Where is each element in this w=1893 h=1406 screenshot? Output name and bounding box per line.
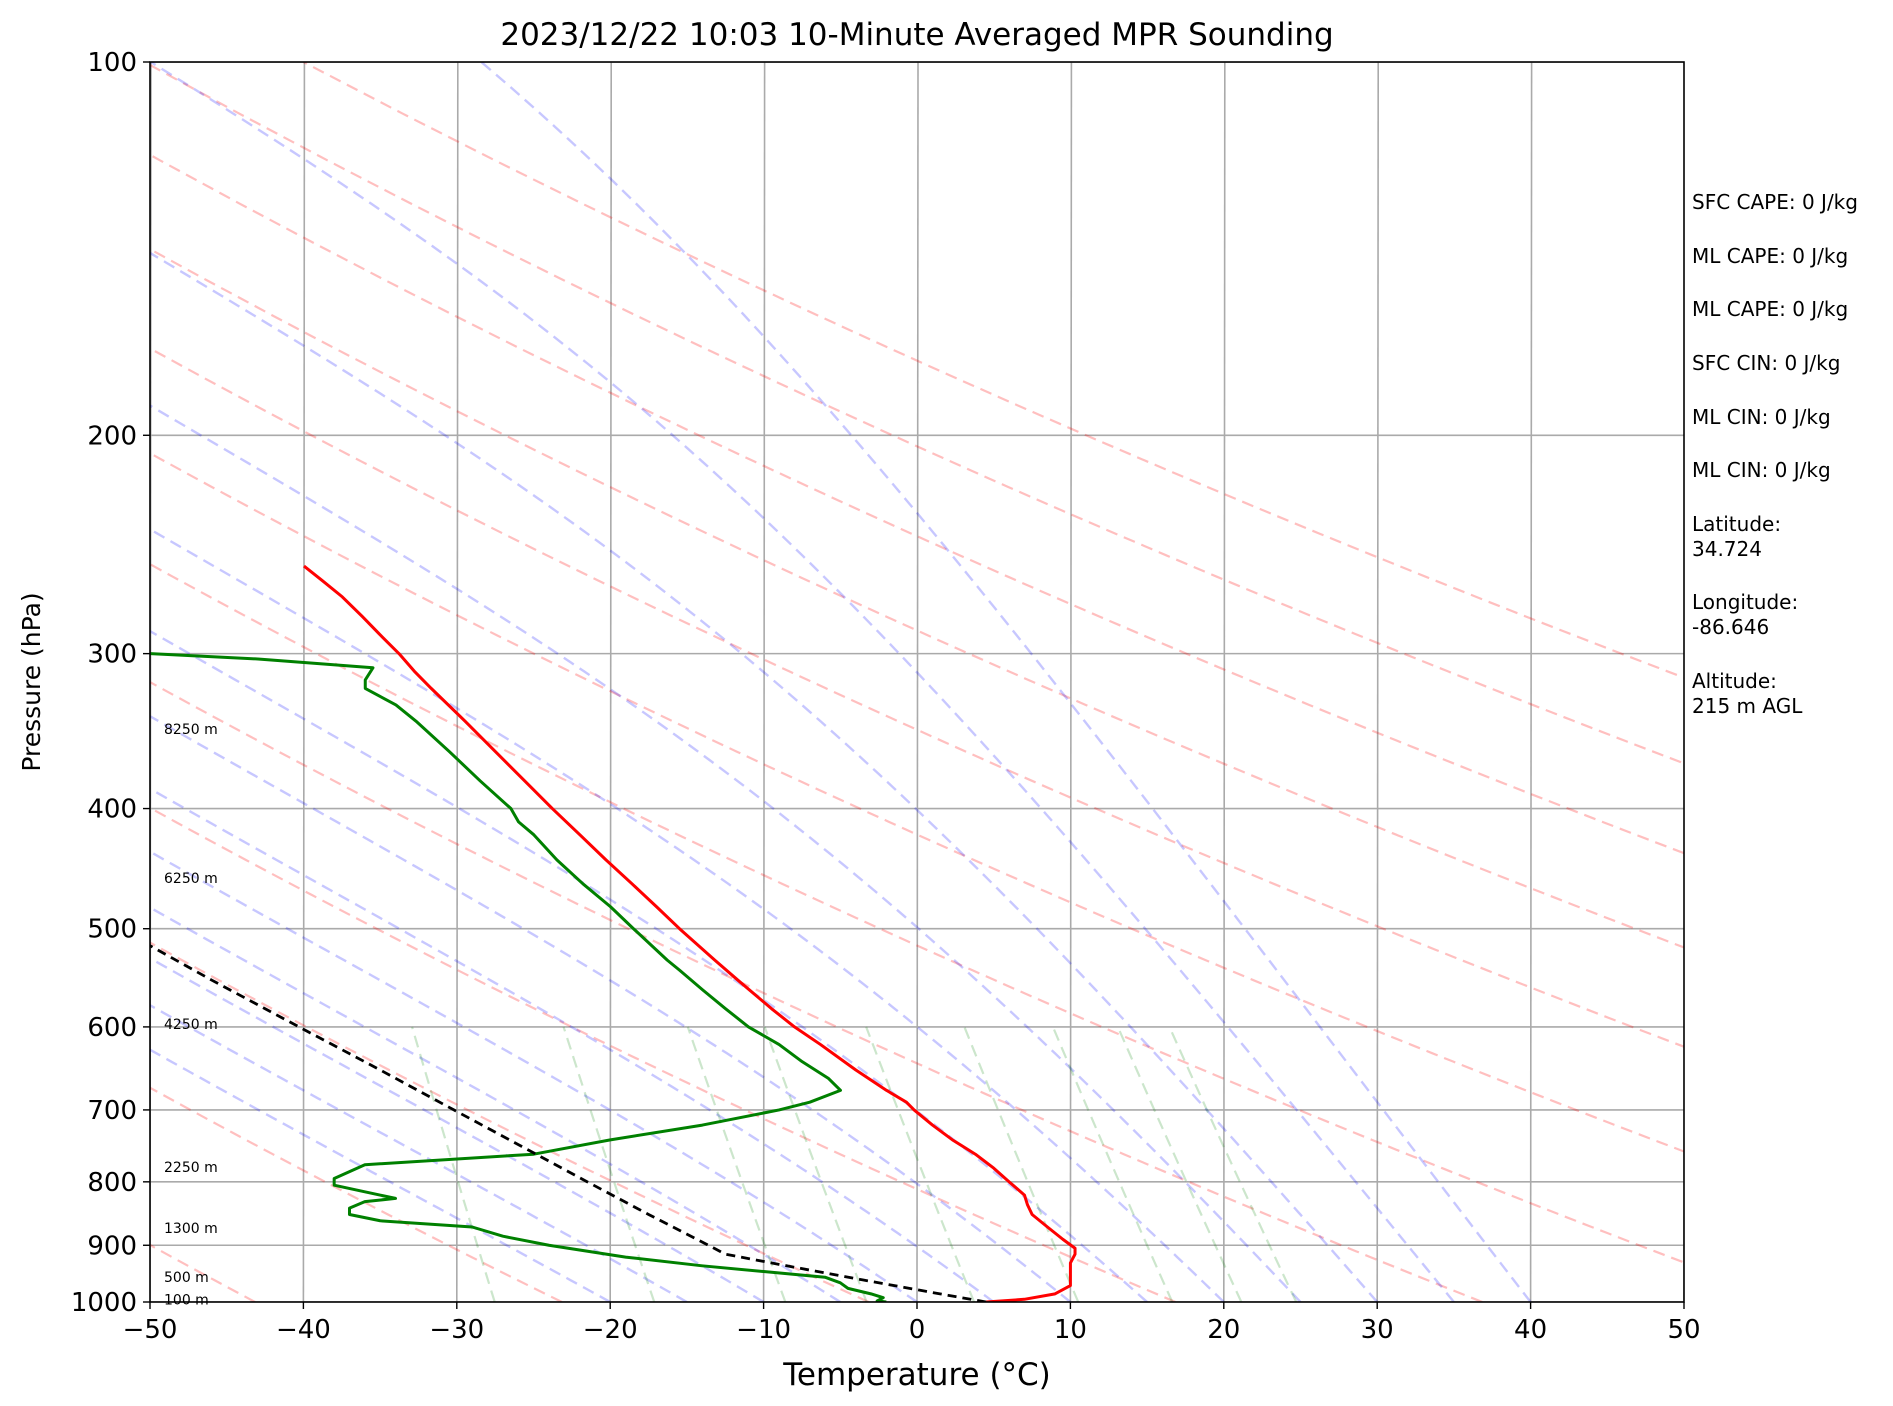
moist-adiabat-line bbox=[150, 404, 1302, 1302]
annotation-longitude: Longitude: -86.646 bbox=[1692, 590, 1799, 639]
mixing-ratio-line bbox=[1116, 1026, 1243, 1302]
annotation-altitude: Altitude: 215 m AGL bbox=[1692, 669, 1803, 718]
y-axis-label: Pressure (hPa) bbox=[17, 592, 46, 771]
isotherm-line bbox=[916, 62, 919, 1302]
moist-adiabat-line bbox=[150, 251, 1379, 1302]
moist-adiabat-line bbox=[150, 629, 1148, 1302]
height-label: 2250 m bbox=[164, 1160, 218, 1176]
dry-adiabat-line bbox=[150, 562, 1684, 1264]
isotherm-line bbox=[762, 62, 766, 1302]
dry-adiabat-line bbox=[150, 247, 1684, 949]
height-label: 1300 m bbox=[164, 1221, 218, 1237]
isotherm-line bbox=[1376, 62, 1380, 1302]
mixing-ratio-line bbox=[686, 1026, 787, 1302]
x-tick-label: 30 bbox=[1361, 1315, 1394, 1345]
moist-adiabat-line bbox=[150, 906, 841, 1302]
x-tick-label: −40 bbox=[276, 1315, 331, 1345]
moist-adiabat-line bbox=[480, 62, 1532, 1302]
x-axis-label: Temperature (°C) bbox=[782, 1357, 1051, 1393]
annotation-ml-cape-2: ML CAPE: 0 J/kg bbox=[1692, 297, 1849, 321]
y-tick-label: 400 bbox=[87, 795, 137, 825]
dry-adiabat-line bbox=[150, 806, 1176, 1302]
moist-adiabat-line bbox=[150, 714, 1072, 1302]
isotherm-line bbox=[609, 62, 613, 1302]
isotherm-line bbox=[1529, 62, 1533, 1302]
dry-adiabat-line bbox=[150, 63, 1684, 765]
y-tick-label: 1000 bbox=[71, 1288, 137, 1318]
dewpoint-profile-line bbox=[150, 652, 887, 1302]
dry-adiabat-line bbox=[150, 941, 870, 1302]
annotation-sfc-cin: SFC CIN: 0 J/kg bbox=[1692, 351, 1841, 375]
mixing-ratio-line bbox=[963, 1026, 1080, 1302]
dry-adiabat-line bbox=[150, 153, 1684, 855]
moist-adiabat-line bbox=[150, 62, 1455, 1302]
isotherm-line bbox=[1223, 62, 1226, 1302]
mixing-ratio-line bbox=[1051, 1026, 1174, 1302]
dry-adiabat-line bbox=[302, 62, 1684, 679]
annotation-latitude: Latitude: 34.724 bbox=[1692, 512, 1782, 561]
y-tick-label: 300 bbox=[87, 640, 137, 670]
y-tick-label: 900 bbox=[87, 1231, 137, 1261]
height-label: 4250 m bbox=[164, 1017, 218, 1033]
mixing-ratio-line bbox=[763, 1026, 868, 1302]
x-tick-label: 0 bbox=[909, 1315, 926, 1345]
parcel-profile-line bbox=[150, 944, 987, 1302]
temperature-profile-line bbox=[303, 564, 1077, 1302]
x-tick-label: −20 bbox=[583, 1315, 638, 1345]
dry-adiabat-line bbox=[150, 1086, 563, 1302]
dry-adiabat-line bbox=[150, 451, 1684, 1153]
isotherm-line bbox=[1069, 62, 1073, 1302]
moist-adiabat-line bbox=[150, 956, 765, 1302]
y-tick-label: 700 bbox=[87, 1096, 137, 1126]
moist-adiabat-line bbox=[150, 850, 918, 1302]
isotherm-line bbox=[302, 62, 306, 1302]
dry-adiabat-line bbox=[150, 347, 1684, 1048]
annotation-ml-cape: ML CAPE: 0 J/kg bbox=[1692, 244, 1849, 268]
y-tick-label: 100 bbox=[87, 48, 137, 78]
mixing-ratio-line bbox=[865, 1026, 976, 1302]
x-tick-label: 50 bbox=[1667, 1315, 1700, 1345]
mixing-ratio-line bbox=[1168, 1026, 1298, 1302]
moist-adiabat-line bbox=[150, 1003, 688, 1302]
mixing-ratio-line bbox=[411, 1026, 496, 1302]
y-tick-label: 200 bbox=[87, 421, 137, 451]
height-labels: 100 m 500 m 1300 m 2250 m 4250 m 6250 m 8250 m bbox=[164, 722, 218, 1308]
y-tick-label: 500 bbox=[87, 915, 137, 945]
x-tick-label: −50 bbox=[123, 1315, 178, 1345]
x-tick-label: 40 bbox=[1514, 1315, 1547, 1345]
chart-title: 2023/12/22 10:03 10-Minute Averaged MPR … bbox=[500, 17, 1333, 53]
height-label: 100 m bbox=[164, 1292, 209, 1308]
height-label: 8250 m bbox=[164, 722, 218, 738]
x-tick-label: 10 bbox=[1054, 1315, 1087, 1345]
moist-adiabat-line bbox=[150, 787, 995, 1302]
annotation-ml-cin: ML CIN: 0 J/kg bbox=[1692, 405, 1831, 429]
series-layer bbox=[150, 564, 1077, 1302]
grid-layer bbox=[150, 62, 1684, 1302]
x-tick-label: 20 bbox=[1207, 1315, 1240, 1345]
x-tick-label: −10 bbox=[736, 1315, 791, 1345]
x-tick-label: −30 bbox=[429, 1315, 484, 1345]
annotation-ml-cin-2: ML CIN: 0 J/kg bbox=[1692, 458, 1831, 482]
mixing-ratio-line bbox=[562, 1026, 656, 1302]
height-label: 6250 m bbox=[164, 871, 218, 887]
y-tick-label: 800 bbox=[87, 1168, 137, 1198]
height-label: 500 m bbox=[164, 1270, 209, 1286]
moist-adiabat-line bbox=[150, 1048, 611, 1302]
dry-adiabat-line bbox=[150, 680, 1483, 1302]
ticks-layer: −50 −40 −30 −20 −10 0 10 20 30 40 50 100 200 300 400 50… bbox=[71, 48, 1701, 1345]
y-tick-label: 600 bbox=[87, 1013, 137, 1043]
annotation-sfc-cape: SFC CAPE: 0 J/kg bbox=[1692, 190, 1858, 214]
isotherm-line bbox=[456, 62, 459, 1302]
moist-adiabat-line bbox=[150, 527, 1225, 1302]
